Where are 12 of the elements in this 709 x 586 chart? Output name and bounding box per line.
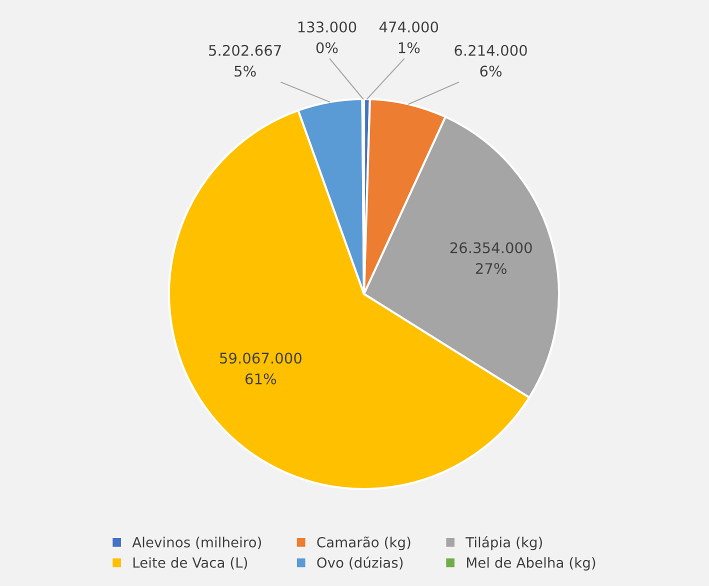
legend-label: Alevinos (milheiro) <box>132 536 262 550</box>
legend-label: Leite de Vaca (L) <box>133 557 248 570</box>
legend-label: Mel de Abelha (kg) <box>466 557 596 571</box>
data-label: 133.000 0% <box>298 21 356 54</box>
data-label: 6.214.000 6% <box>454 44 527 77</box>
legend-label: Tilápia (kg) <box>466 536 542 550</box>
legend-label: Camarão (kg) <box>317 536 410 550</box>
data-label: 26.354.000 27% <box>450 242 532 274</box>
data-label: 5.202.667 5% <box>209 44 281 77</box>
legend-label: Ovo (dúzias) <box>317 556 403 570</box>
data-label: 59.067.000 61% <box>220 352 302 384</box>
data-label: 474.000 1% <box>379 21 438 54</box>
